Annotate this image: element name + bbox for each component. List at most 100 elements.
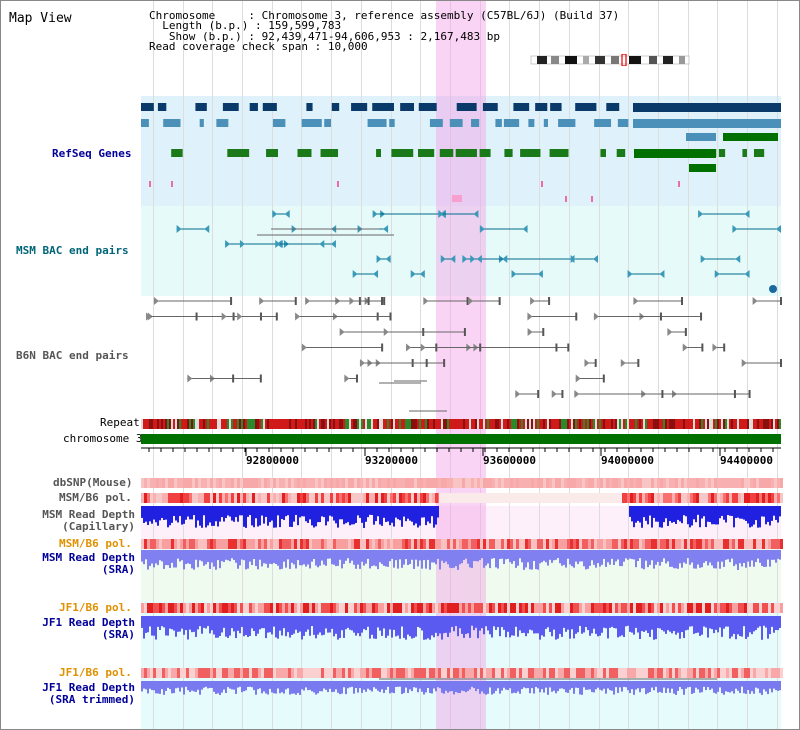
track-label-msm-depth-sra-1[interactable]: MSM Read Depth bbox=[42, 551, 135, 564]
heat-cell bbox=[756, 668, 759, 678]
track-label-jf1-depth-trim-2[interactable]: (SRA trimmed) bbox=[48, 693, 135, 706]
bac-end-marker bbox=[294, 297, 297, 305]
heat-cell bbox=[630, 493, 633, 503]
depth-bar bbox=[657, 550, 659, 562]
heat-cell bbox=[429, 603, 432, 613]
depth-bar bbox=[655, 506, 657, 522]
heat-cell bbox=[519, 478, 522, 488]
depth-bar bbox=[565, 616, 567, 632]
track-label-msm-depth-sra-2[interactable]: (SRA) bbox=[101, 563, 135, 576]
depth-bar bbox=[325, 616, 327, 629]
depth-bar bbox=[385, 506, 387, 522]
track-label-refseq[interactable]: RefSeq Genes bbox=[52, 147, 132, 160]
track-label-chromosome[interactable]: chromosome 3 bbox=[63, 432, 143, 445]
heat-cell bbox=[330, 668, 333, 678]
depth-bar bbox=[749, 506, 751, 528]
heat-cell bbox=[381, 478, 384, 488]
heat-cell bbox=[600, 478, 603, 488]
heat-cell bbox=[696, 539, 699, 549]
repeat-segment bbox=[417, 419, 419, 429]
depth-bar bbox=[475, 550, 477, 562]
track-label-msm-depth-cap-1[interactable]: MSM Read Depth bbox=[42, 508, 135, 521]
depth-bar bbox=[761, 550, 763, 566]
heat-cell bbox=[711, 668, 714, 678]
heat-cell bbox=[198, 539, 201, 549]
bac-end-marker bbox=[701, 343, 704, 352]
heat-cell bbox=[228, 539, 231, 549]
repeat-segment bbox=[265, 419, 267, 429]
repeat-segment bbox=[729, 419, 731, 429]
depth-bar bbox=[773, 550, 775, 560]
depth-bar bbox=[755, 616, 757, 631]
track-label-msm-b6-pol-2[interactable]: MSM/B6 pol. bbox=[59, 537, 132, 550]
depth-bar bbox=[379, 616, 381, 631]
bac-end-marker bbox=[367, 297, 370, 305]
bac-end-marker bbox=[237, 312, 243, 321]
repeat-segment bbox=[229, 419, 231, 429]
heat-cell bbox=[414, 478, 417, 488]
depth-bar bbox=[721, 550, 723, 562]
depth-bar bbox=[769, 681, 771, 689]
heat-cell bbox=[150, 539, 153, 549]
repeat-segment bbox=[185, 419, 187, 429]
heat-cell bbox=[666, 493, 669, 503]
depth-bar bbox=[387, 616, 389, 636]
depth-bar bbox=[145, 506, 147, 522]
heat-cell bbox=[645, 493, 648, 503]
heat-cell bbox=[165, 539, 168, 549]
heat-cell bbox=[297, 478, 300, 488]
heat-cell bbox=[720, 668, 723, 678]
heat-cell bbox=[753, 539, 756, 549]
depth-bar bbox=[747, 550, 749, 562]
depth-bar bbox=[143, 550, 145, 565]
track-label-jf1-depth-sra-2[interactable]: (SRA) bbox=[101, 628, 135, 641]
heat-cell bbox=[678, 539, 681, 549]
depth-bar bbox=[517, 681, 519, 692]
depth-bar bbox=[553, 616, 555, 630]
depth-bar bbox=[467, 681, 469, 692]
bac-end-marker bbox=[330, 240, 336, 248]
track-label-jf1-pol-1[interactable]: JF1/B6 pol. bbox=[59, 601, 132, 614]
heat-cell bbox=[592, 493, 595, 503]
depth-bar bbox=[657, 616, 659, 628]
track-label-jf1-pol-2[interactable]: JF1/B6 pol. bbox=[59, 666, 132, 679]
track-label-b6n-bac[interactable]: B6N BAC end pairs bbox=[16, 349, 129, 362]
heat-cell bbox=[690, 493, 693, 503]
depth-bar bbox=[235, 616, 237, 639]
depth-bar bbox=[143, 681, 145, 689]
gene-block bbox=[216, 119, 229, 127]
heat-cell bbox=[462, 668, 465, 678]
repeat-segment bbox=[333, 419, 335, 429]
chromosome-ideogram[interactable] bbox=[529, 54, 691, 66]
track-label-repeat[interactable]: Repeat bbox=[100, 416, 140, 429]
depth-bar bbox=[363, 506, 365, 528]
depth-bar bbox=[299, 681, 301, 695]
repeat-segment bbox=[621, 419, 623, 429]
heat-cell bbox=[192, 539, 195, 549]
gene-block bbox=[391, 149, 414, 157]
depth-bar bbox=[447, 616, 449, 638]
heat-cell bbox=[663, 668, 666, 678]
depth-bar bbox=[169, 550, 171, 569]
depth-bar bbox=[573, 550, 575, 568]
depth-bar bbox=[673, 506, 675, 523]
heat-cell bbox=[738, 539, 741, 549]
heat-cell bbox=[156, 493, 159, 503]
heat-cell bbox=[333, 493, 336, 503]
track-label-jf1-depth-sra-1[interactable]: JF1 Read Depth bbox=[42, 616, 135, 629]
repeat-segment bbox=[665, 419, 667, 429]
track-label-dbsnp[interactable]: dbSNP(Mouse) bbox=[53, 476, 133, 489]
bac-end-marker bbox=[723, 343, 726, 352]
track-label-msm-bac[interactable]: MSM BAC end pairs bbox=[16, 244, 129, 257]
heat-cell bbox=[201, 539, 204, 549]
depth-bar bbox=[399, 681, 401, 687]
heat-cell bbox=[252, 539, 255, 549]
heat-cell bbox=[645, 603, 648, 613]
heat-cell bbox=[423, 603, 426, 613]
depth-bar bbox=[173, 616, 175, 631]
track-label-msm-depth-cap-2[interactable]: (Capillary) bbox=[62, 520, 135, 533]
repeat-segment bbox=[283, 419, 285, 429]
track-label-msm-b6-pol-1[interactable]: MSM/B6 pol. bbox=[59, 491, 132, 504]
track-label-jf1-depth-trim-1[interactable]: JF1 Read Depth bbox=[42, 681, 135, 694]
